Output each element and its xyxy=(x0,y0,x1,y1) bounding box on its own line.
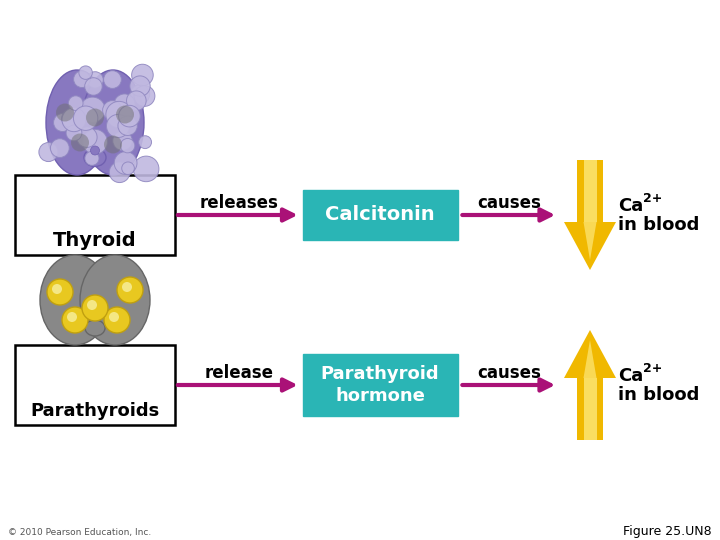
Circle shape xyxy=(104,71,121,89)
Circle shape xyxy=(52,284,62,294)
Polygon shape xyxy=(583,340,596,378)
Text: in blood: in blood xyxy=(618,216,699,234)
Circle shape xyxy=(56,104,74,122)
Circle shape xyxy=(66,125,82,141)
Polygon shape xyxy=(583,160,596,222)
Ellipse shape xyxy=(80,255,150,345)
Circle shape xyxy=(130,85,150,104)
Text: in blood: in blood xyxy=(618,386,699,404)
Circle shape xyxy=(132,64,153,86)
Text: Thyroid: Thyroid xyxy=(53,232,137,251)
Circle shape xyxy=(82,295,108,321)
Circle shape xyxy=(118,116,138,136)
Text: Ca: Ca xyxy=(618,367,643,385)
Circle shape xyxy=(39,143,58,161)
Text: 2+: 2+ xyxy=(643,192,662,206)
Text: Ca: Ca xyxy=(618,197,643,215)
Polygon shape xyxy=(564,330,616,378)
Circle shape xyxy=(119,105,140,127)
FancyBboxPatch shape xyxy=(302,354,457,416)
Circle shape xyxy=(122,162,135,174)
Circle shape xyxy=(139,136,151,148)
Circle shape xyxy=(103,100,122,120)
Text: © 2010 Pearson Education, Inc.: © 2010 Pearson Education, Inc. xyxy=(8,528,151,537)
Polygon shape xyxy=(583,378,596,440)
Circle shape xyxy=(71,133,89,152)
Circle shape xyxy=(83,130,107,154)
Circle shape xyxy=(87,72,103,88)
Ellipse shape xyxy=(91,146,99,155)
Circle shape xyxy=(127,91,146,111)
Text: Calcitonin: Calcitonin xyxy=(325,206,435,225)
Circle shape xyxy=(53,113,71,132)
Circle shape xyxy=(61,110,79,127)
Text: causes: causes xyxy=(477,364,541,382)
Circle shape xyxy=(133,156,159,181)
FancyBboxPatch shape xyxy=(302,190,457,240)
Text: release: release xyxy=(204,364,274,382)
Text: 2+: 2+ xyxy=(643,362,662,375)
Circle shape xyxy=(62,108,86,132)
Text: releases: releases xyxy=(199,194,278,212)
Circle shape xyxy=(85,151,99,165)
Polygon shape xyxy=(564,222,616,270)
Polygon shape xyxy=(583,222,596,260)
FancyBboxPatch shape xyxy=(15,175,175,255)
Circle shape xyxy=(47,279,73,305)
Circle shape xyxy=(120,138,135,153)
Circle shape xyxy=(106,102,132,128)
Circle shape xyxy=(62,307,88,333)
Circle shape xyxy=(109,162,130,183)
Circle shape xyxy=(50,139,69,158)
Circle shape xyxy=(104,136,122,153)
Circle shape xyxy=(77,127,97,147)
Text: Parathyroids: Parathyroids xyxy=(30,402,160,420)
Circle shape xyxy=(117,277,143,303)
Ellipse shape xyxy=(85,320,105,336)
Circle shape xyxy=(80,97,105,123)
Ellipse shape xyxy=(82,70,144,175)
Circle shape xyxy=(104,307,130,333)
Circle shape xyxy=(68,96,83,111)
Circle shape xyxy=(134,86,155,106)
Text: Parathyroid
hormone: Parathyroid hormone xyxy=(320,365,439,405)
Circle shape xyxy=(113,131,132,151)
FancyBboxPatch shape xyxy=(15,345,175,425)
Circle shape xyxy=(114,94,135,115)
Circle shape xyxy=(79,66,92,79)
Polygon shape xyxy=(577,378,603,440)
Circle shape xyxy=(73,71,90,87)
Circle shape xyxy=(86,109,104,126)
Circle shape xyxy=(87,300,97,310)
Circle shape xyxy=(114,152,137,174)
Circle shape xyxy=(122,282,132,292)
Text: Figure 25.UN8: Figure 25.UN8 xyxy=(624,525,712,538)
Polygon shape xyxy=(577,160,603,222)
Ellipse shape xyxy=(46,70,108,175)
Ellipse shape xyxy=(40,255,110,345)
Circle shape xyxy=(67,312,77,322)
Circle shape xyxy=(116,105,134,124)
Ellipse shape xyxy=(84,148,106,166)
Circle shape xyxy=(109,312,119,322)
Circle shape xyxy=(107,114,130,138)
Text: causes: causes xyxy=(477,194,541,212)
Circle shape xyxy=(73,106,98,130)
Circle shape xyxy=(130,76,150,96)
Circle shape xyxy=(85,78,102,95)
